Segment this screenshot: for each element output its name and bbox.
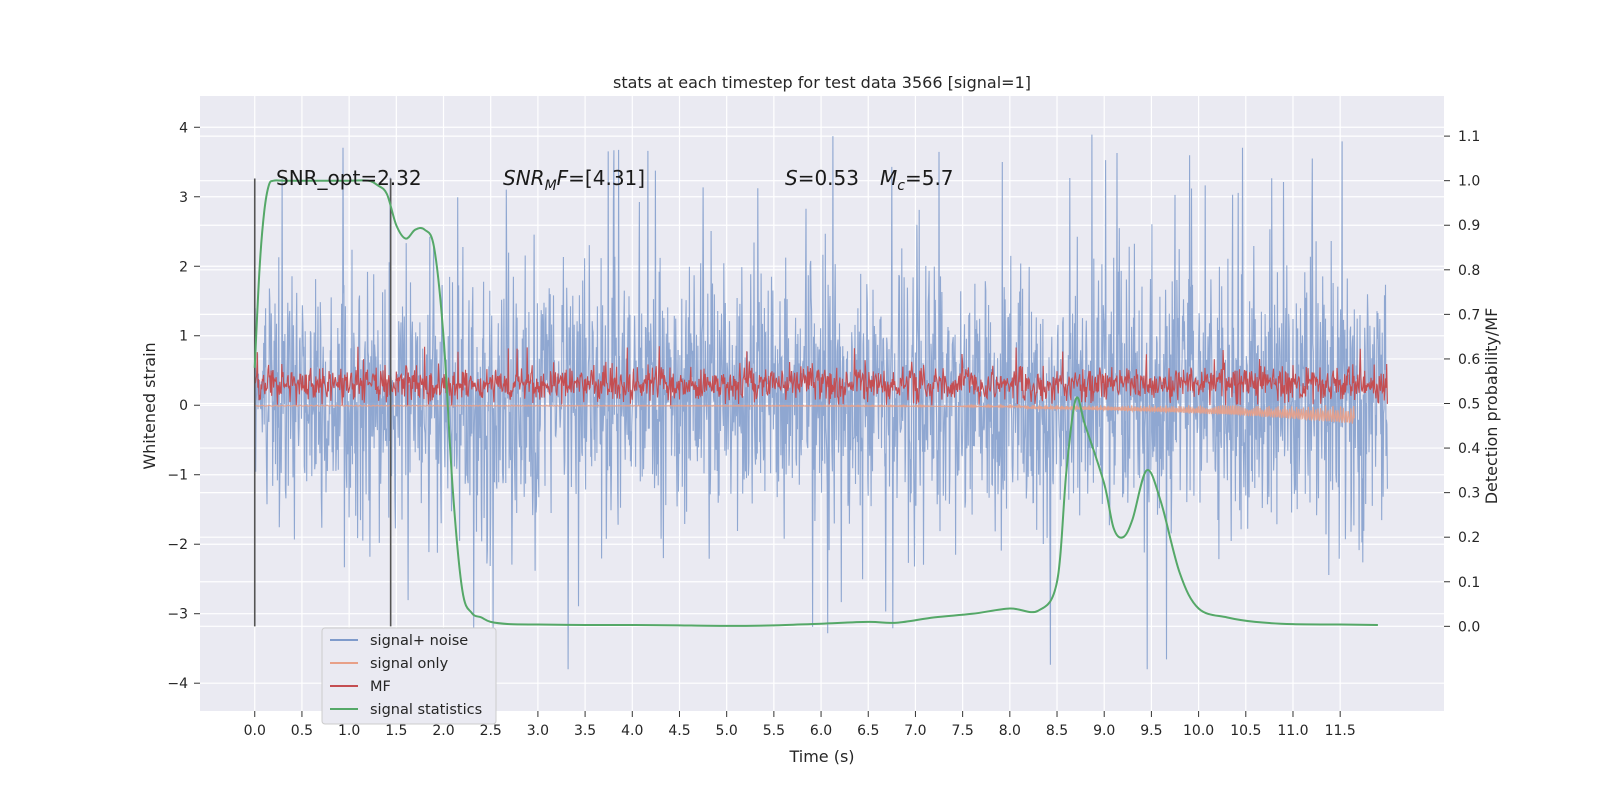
- x-tick-label: 6.0: [810, 723, 832, 739]
- annotation-mc: Mc=5.7: [880, 166, 954, 194]
- chart-title: stats at each timestep for test data 356…: [613, 73, 1031, 92]
- y-tick-label-right: 0.1: [1458, 575, 1480, 591]
- x-tick-label: 8.5: [1046, 723, 1068, 739]
- annotation-s: S=0.53: [785, 166, 859, 190]
- y-tick-label-left: 0: [179, 398, 188, 414]
- mf-trace: [254, 346, 1388, 406]
- x-tick-label: 9.0: [1093, 723, 1115, 739]
- x-tick-label: 3.5: [574, 723, 596, 739]
- x-tick-label: 4.0: [621, 723, 643, 739]
- legend-label-signal-statistics: signal statistics: [370, 702, 482, 718]
- y-tick-label-right: 0.4: [1458, 441, 1480, 457]
- series-signal-statistics: [253, 179, 1378, 627]
- snr-mf-symbol-f: F: [557, 166, 569, 190]
- annotation-snr-mf: SNRMF=[4.31]: [503, 166, 645, 194]
- x-tick-label: 2.0: [432, 723, 454, 739]
- x-tick-label: 5.0: [716, 723, 738, 739]
- axis-ticks: 0.0 0.5 1.0 1.5 2.0 2.5 3.0 3.5 4.0 4.5 5.0 5.5 6.0 6…: [167, 120, 1480, 739]
- x-tick-label: 7.5: [952, 723, 974, 739]
- annotation-snr-opt: SNR_opt=2.32: [276, 166, 422, 190]
- y-tick-label-right: 0.0: [1458, 619, 1480, 635]
- legend-box: [321, 627, 497, 725]
- y-tick-label-left: −4: [167, 676, 188, 692]
- mc-symbol: M: [880, 166, 897, 190]
- y-axis-label-left: Whitened strain: [140, 342, 159, 469]
- snr-mf-value: =[4.31]: [568, 166, 645, 190]
- x-tick-label: 9.5: [1140, 723, 1162, 739]
- y-tick-label-right: 0.2: [1458, 530, 1480, 546]
- x-tick-label: 5.5: [763, 723, 785, 739]
- s-symbol: S: [785, 166, 798, 190]
- legend-label-signal-noise: signal+ noise: [370, 633, 468, 649]
- y-tick-label-right: 0.7: [1458, 307, 1480, 323]
- x-tick-label: 4.5: [668, 723, 690, 739]
- mc-subscript: c: [897, 178, 905, 194]
- snr-mf-subscript: M: [545, 178, 557, 194]
- x-axis-label: Time (s): [788, 747, 854, 766]
- legend: signal+ noise signal only MF signal stat…: [321, 627, 497, 725]
- x-tick-label: 0.0: [244, 723, 266, 739]
- x-tick-label: 7.0: [904, 723, 926, 739]
- x-tick-label: 8.0: [999, 723, 1021, 739]
- y-tick-label-right: 0.5: [1458, 397, 1480, 413]
- snr-mf-symbol: SNR: [503, 166, 545, 190]
- y-tick-label-right: 0.3: [1458, 486, 1480, 502]
- legend-label-mf: MF: [370, 679, 391, 695]
- x-tick-label: 0.5: [291, 723, 313, 739]
- y-tick-label-left: 1: [179, 329, 188, 345]
- x-tick-label: 3.0: [527, 723, 549, 739]
- y-tick-label-left: −3: [167, 607, 188, 623]
- y-tick-label-right: 1.1: [1458, 129, 1480, 145]
- s-value: =0.53: [798, 166, 859, 190]
- y-axis-label-right: Detection probability/MF: [1482, 308, 1501, 505]
- x-tick-label: 11.5: [1325, 723, 1356, 739]
- legend-label-signal-only: signal only: [370, 656, 449, 672]
- y-tick-label-left: 2: [179, 259, 188, 275]
- x-tick-label: 11.0: [1277, 723, 1308, 739]
- signal-only-trace: [254, 403, 1355, 424]
- x-tick-label: 2.5: [480, 723, 502, 739]
- x-tick-label: 1.5: [385, 723, 407, 739]
- x-tick-label: 10.0: [1183, 723, 1214, 739]
- y-tick-label-left: −1: [167, 468, 188, 484]
- y-tick-label-right: 0.8: [1458, 263, 1480, 279]
- x-tick-label: 6.5: [857, 723, 879, 739]
- y-tick-label-left: −2: [167, 537, 188, 553]
- y-tick-label-right: 0.6: [1458, 352, 1480, 368]
- y-tick-label-left: 3: [179, 190, 188, 206]
- x-tick-label: 10.5: [1230, 723, 1261, 739]
- signal-statistics-line: [253, 179, 1378, 627]
- y-tick-label-left: 4: [179, 120, 188, 136]
- series-mf: [254, 346, 1388, 406]
- y-tick-label-right: 0.9: [1458, 218, 1480, 234]
- series-signal-only: [254, 403, 1355, 424]
- vertical-markers: [253, 178, 392, 627]
- y-tick-label-right: 1.0: [1458, 174, 1480, 190]
- x-tick-label: 1.0: [338, 723, 360, 739]
- mc-value: =5.7: [905, 166, 954, 190]
